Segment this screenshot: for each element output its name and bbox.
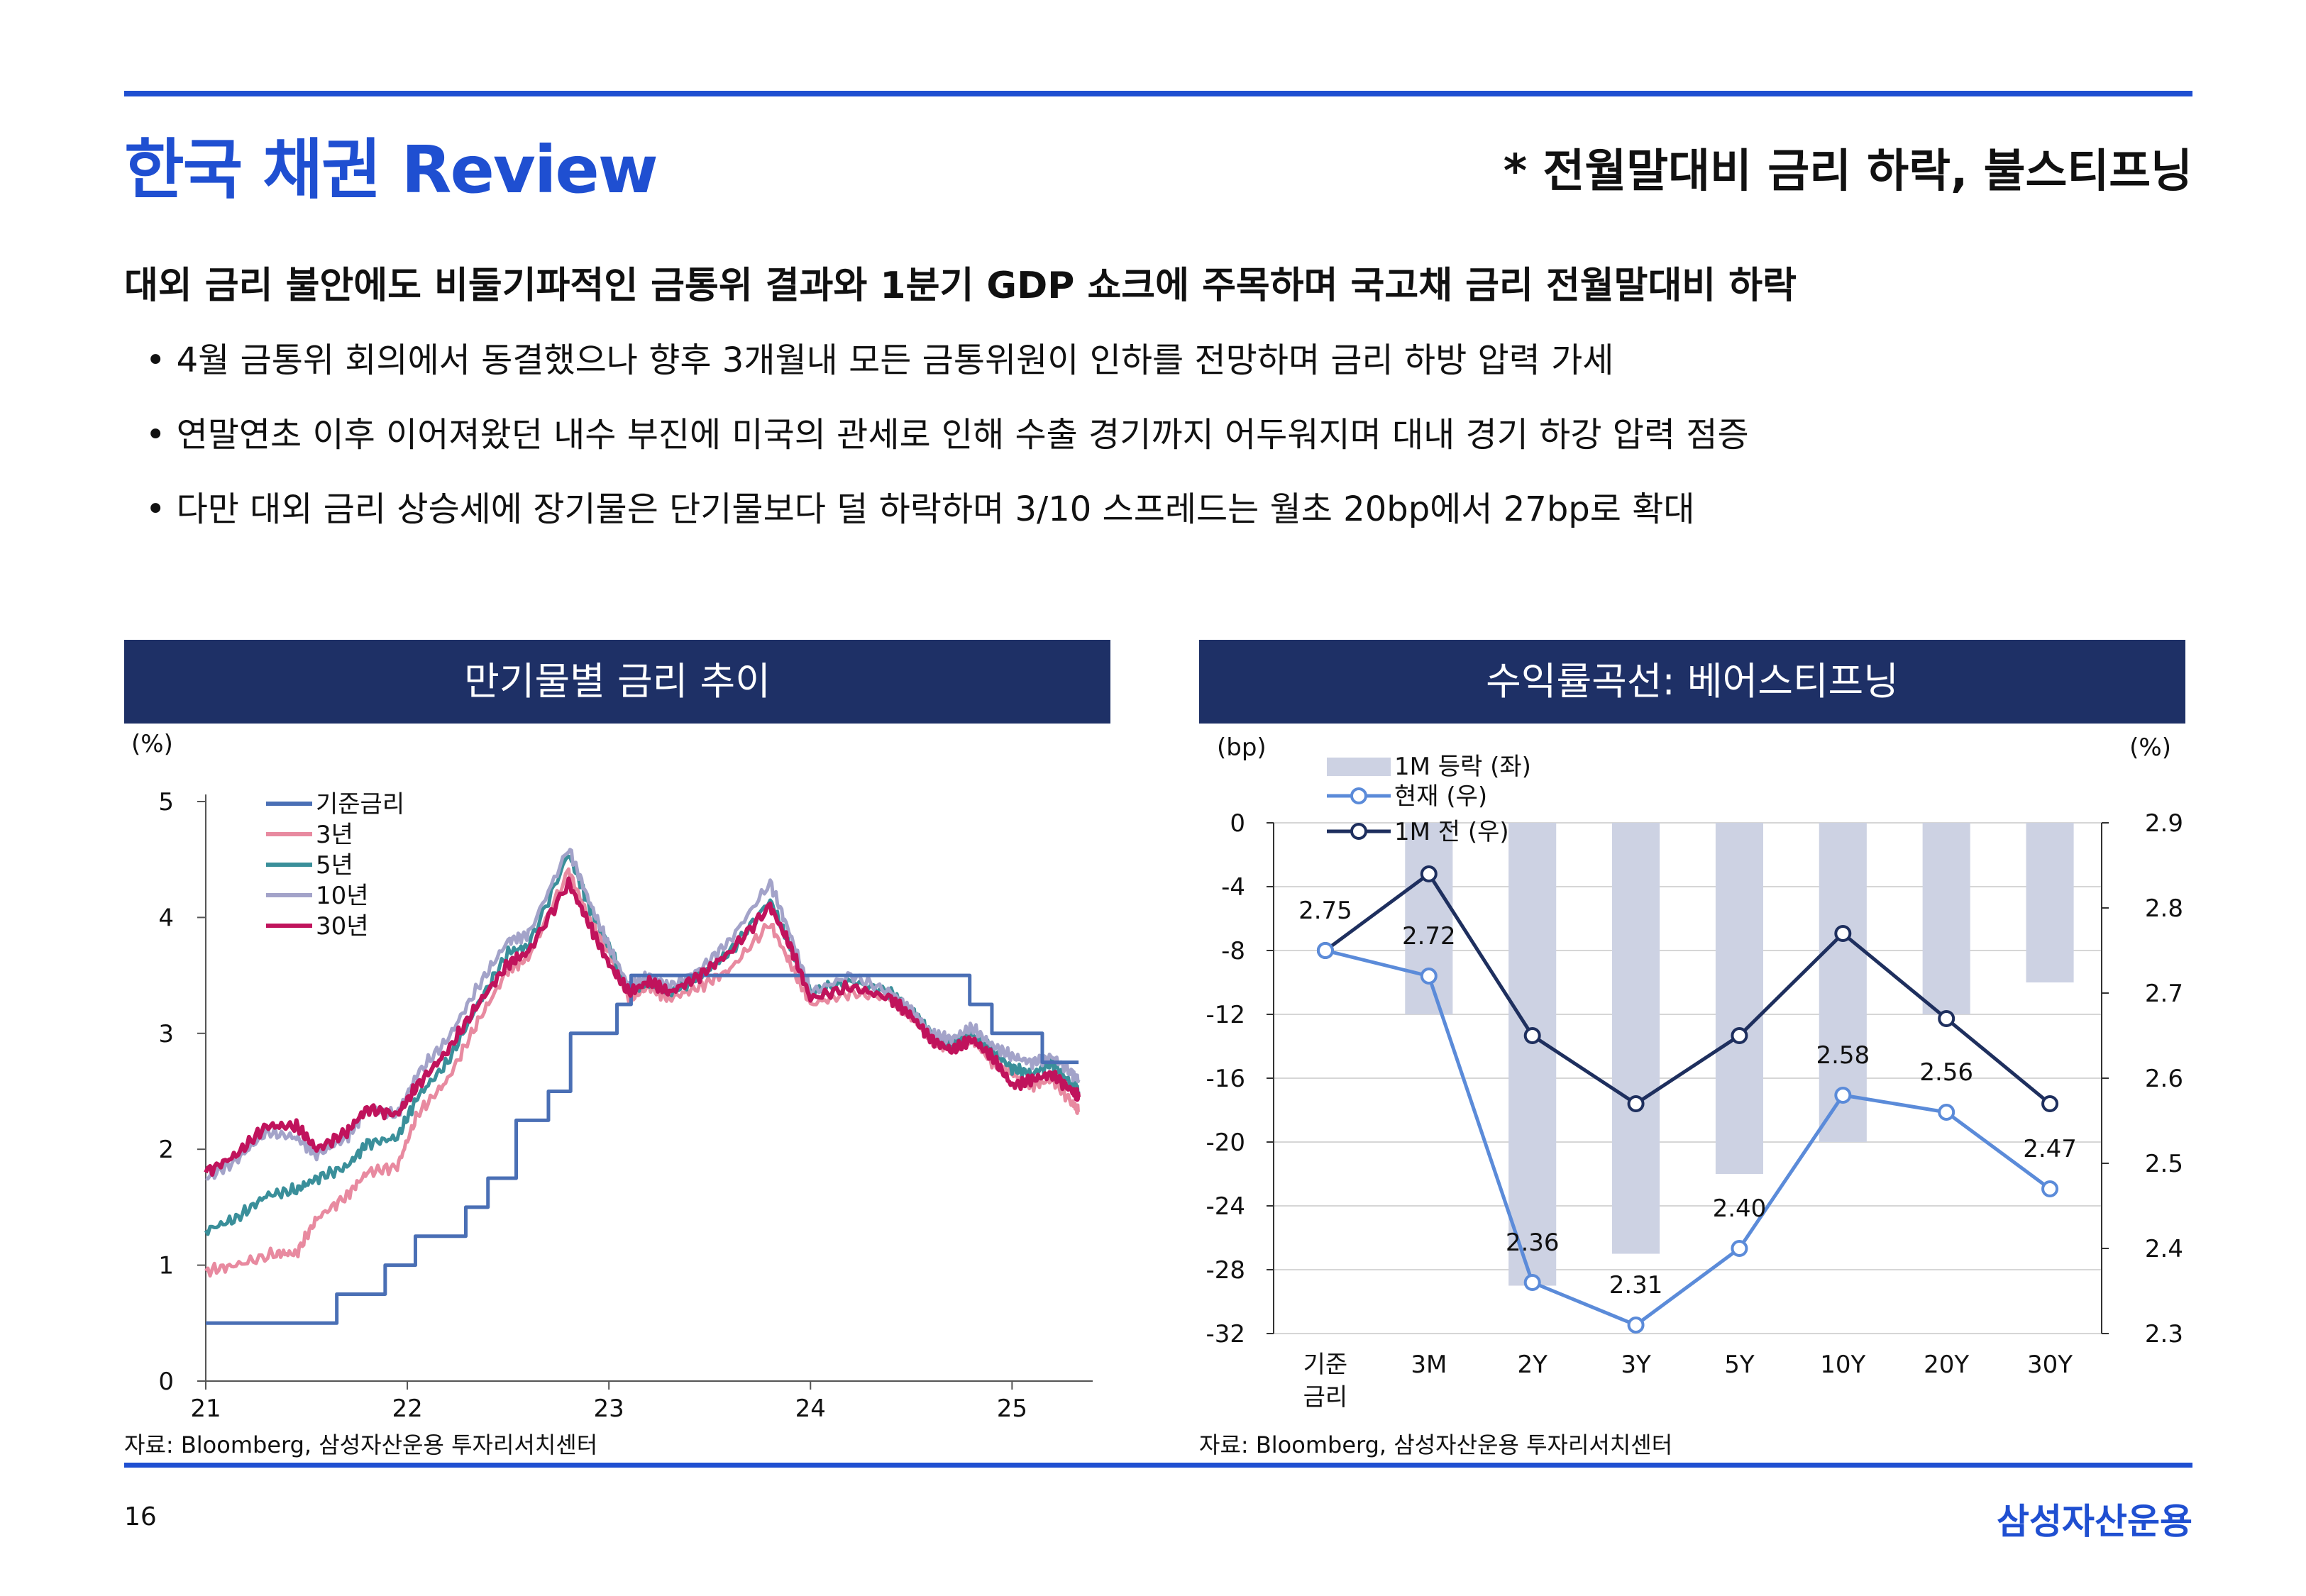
category-label: 3Y — [1621, 1351, 1651, 1379]
data-label-current: 2.58 — [1816, 1041, 1870, 1070]
category-label: 기준 — [1303, 1351, 1348, 1379]
category-label: 금리 — [1303, 1383, 1348, 1412]
summary-bullet: 다만 대외 금리 상승세에 장기물은 단기물보다 덜 하락하며 3/10 스프레… — [145, 481, 1695, 531]
category-label: 10Y — [1820, 1351, 1865, 1379]
left-tick-label: -20 — [1206, 1129, 1245, 1157]
left-tick-label: -32 — [1206, 1320, 1245, 1348]
right-chart-header: 수익률곡선: 베어스티프닝 — [1199, 640, 2185, 724]
bottom-rule — [124, 1463, 2192, 1468]
yield-curve-chart: (bp) (%)0-4-8-12-16-20-24-28-322.92.82.72… — [1206, 733, 2183, 1412]
data-label-current: 2.47 — [2023, 1135, 2077, 1163]
point-current — [1316, 942, 1334, 959]
point-prev — [1731, 1027, 1748, 1044]
legend-label-bar: 1M 등락 (좌) — [1394, 753, 1531, 781]
left-tick-label: -8 — [1221, 937, 1245, 965]
legend-label-prev: 1M 전 (우) — [1394, 818, 1509, 846]
legend-swatch-bar — [1327, 758, 1391, 776]
category-label: 30Y — [2027, 1351, 2073, 1379]
legend-label-y5: 5년 — [316, 851, 353, 880]
left-tick-label: -16 — [1206, 1065, 1245, 1093]
legend-label-current: 현재 (우) — [1394, 782, 1487, 811]
y-tick-label: 0 — [158, 1368, 174, 1396]
page-subtitle: * 전월말대비 금리 하락, 불스티프닝 — [1503, 145, 2192, 198]
data-label-current: 2.56 — [1919, 1058, 1973, 1087]
point-current — [1627, 1317, 1645, 1334]
summary-bullet: 4월 금통위 회의에서 동결했으나 향후 3개월내 모든 금통위원이 인하를 전… — [145, 332, 1614, 382]
top-rule — [124, 91, 2192, 96]
point-prev — [1938, 1010, 1955, 1027]
right-tick-label: 2.8 — [2145, 894, 2183, 923]
point-prev — [1834, 925, 1852, 942]
category-label: 2Y — [1517, 1351, 1548, 1379]
point-prev — [1523, 1027, 1541, 1044]
point-prev — [1420, 865, 1438, 882]
right-chart-source: 자료: Bloomberg, 삼성자산운용 투자리서치센터 — [1199, 1431, 1673, 1458]
data-label-current: 2.72 — [1402, 922, 1456, 951]
left-tick-label: 0 — [1230, 809, 1245, 838]
data-label-current: 2.75 — [1298, 897, 1352, 925]
left-chart-source: 자료: Bloomberg, 삼성자산운용 투자리서치센터 — [124, 1431, 598, 1458]
y-axis-unit-label: (%) — [131, 730, 173, 758]
left-axis-unit-label: (bp) — [1217, 733, 1267, 762]
point-prev — [1627, 1095, 1645, 1112]
x-tick-label: 21 — [190, 1395, 221, 1419]
category-label: 20Y — [1924, 1351, 1969, 1379]
point-prev — [2041, 1095, 2059, 1112]
bar-1m-change — [1922, 823, 1970, 1014]
right-tick-label: 2.9 — [2145, 809, 2183, 838]
bar-1m-change — [1612, 823, 1660, 1254]
point-current — [2041, 1180, 2059, 1197]
right-tick-label: 2.6 — [2145, 1065, 2183, 1093]
legend-label-y3: 3년 — [316, 821, 353, 849]
data-label-current: 2.40 — [1713, 1195, 1767, 1223]
y-tick-label: 3 — [158, 1020, 174, 1048]
point-current — [1731, 1240, 1748, 1257]
legend-label-y30: 30년 — [316, 912, 369, 941]
right-axis-unit-label: (%) — [2129, 733, 2171, 762]
bar-1m-change — [2026, 823, 2074, 982]
x-tick-label: 24 — [795, 1395, 826, 1419]
y-tick-label: 1 — [158, 1252, 174, 1280]
x-tick-label: 25 — [997, 1395, 1027, 1419]
series-line-prev — [1324, 872, 2051, 1106]
series-line-y30 — [204, 876, 1081, 1177]
summary-headline: 대외 금리 불안에도 비둘기파적인 금통위 결과와 1분기 GDP 쇼크에 주목… — [124, 265, 1797, 307]
legend-marker-prev — [1350, 823, 1367, 840]
legend-label-y10: 10년 — [316, 882, 369, 910]
brand-logo: 삼성자산운용 — [1997, 1501, 2192, 1542]
bar-1m-change — [1508, 823, 1557, 1286]
left-tick-label: -4 — [1221, 873, 1245, 902]
bar-1m-change — [1715, 823, 1763, 1174]
page-title: 한국 채권 Review — [124, 132, 658, 208]
point-current — [1420, 968, 1438, 985]
point-current — [1938, 1104, 1955, 1121]
right-tick-label: 2.3 — [2145, 1320, 2183, 1348]
right-tick-label: 2.4 — [2145, 1235, 2183, 1263]
y-tick-label: 4 — [158, 904, 174, 932]
category-label: 3M — [1411, 1351, 1447, 1379]
legend-marker-current — [1350, 787, 1367, 804]
legend-label-base_rate: 기준금리 — [316, 790, 404, 819]
x-tick-label: 23 — [594, 1395, 624, 1419]
point-current — [1523, 1274, 1541, 1291]
left-tick-label: -28 — [1206, 1256, 1245, 1285]
left-tick-label: -12 — [1206, 1001, 1245, 1029]
page-number: 16 — [124, 1502, 157, 1531]
point-current — [1834, 1087, 1852, 1104]
y-tick-label: 2 — [158, 1136, 174, 1164]
data-label-current: 2.36 — [1506, 1229, 1560, 1257]
bar-1m-change — [1405, 823, 1453, 1014]
summary-bullet: 연말연초 이후 이어져왔던 내수 부진에 미국의 관세로 인해 수출 경기까지 … — [145, 406, 1749, 456]
left-tick-label: -24 — [1206, 1192, 1245, 1221]
series-line-base_rate — [206, 973, 1079, 1325]
y-tick-label: 5 — [158, 788, 174, 816]
x-tick-label: 22 — [392, 1395, 422, 1419]
right-tick-label: 2.7 — [2145, 980, 2183, 1008]
series-line-current — [1325, 948, 2051, 1327]
data-label-current: 2.31 — [1609, 1271, 1663, 1299]
left-chart-header: 만기물별 금리 추이 — [124, 640, 1110, 724]
right-tick-label: 2.5 — [2145, 1150, 2183, 1178]
category-label: 5Y — [1724, 1351, 1755, 1379]
